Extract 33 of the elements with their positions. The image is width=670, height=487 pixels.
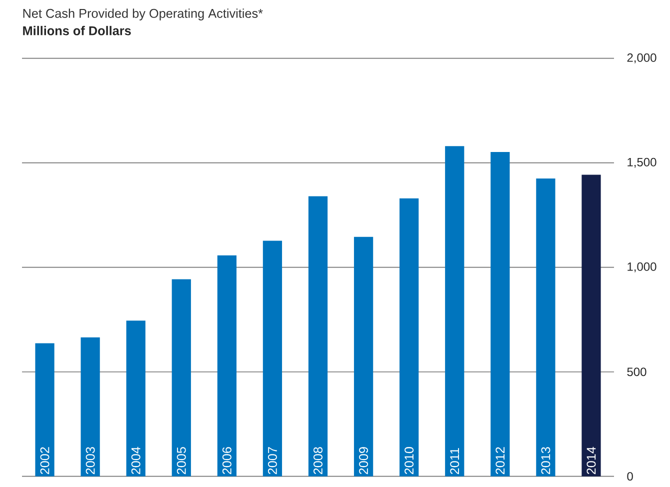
x-tick-label: 2003: [86, 447, 95, 474]
bar: [445, 146, 464, 476]
x-tick-label: 2009: [359, 447, 368, 474]
y-tick-label: 500: [627, 368, 646, 376]
x-tick-label: 2011: [450, 448, 460, 474]
x-tick-label: 2014: [586, 446, 596, 474]
bar: [582, 174, 601, 476]
bar: [536, 178, 556, 476]
bar: [262, 240, 282, 476]
bar: [400, 198, 419, 476]
bar: [490, 152, 510, 476]
y-tick-label: 2,000: [627, 53, 656, 64]
x-tick-label: 2008: [314, 447, 322, 474]
bar: [35, 343, 54, 476]
y-tick-label: 1,500: [628, 158, 656, 168]
chart-title: Net Cash Provided by Operating Activities*: [23, 8, 263, 20]
x-tick-label: 2004: [131, 446, 140, 474]
y-tick-label: 0: [627, 472, 633, 481]
chart-subtitle: Millions of Dollars: [23, 26, 131, 36]
x-tick-label: 2012: [496, 447, 505, 474]
bar: [217, 255, 236, 476]
x-tick-label: 2007: [268, 447, 277, 474]
bar: [354, 236, 374, 476]
bar: [80, 337, 100, 476]
y-tick-label: 1,000: [628, 262, 656, 272]
bar: [172, 279, 191, 476]
x-tick-label: 2002: [40, 447, 50, 474]
x-tick-label: 2005: [176, 447, 186, 474]
x-tick-label: 2013: [541, 447, 550, 474]
x-tick-label: 2006: [222, 447, 232, 474]
bar: [308, 196, 328, 476]
bar: [126, 320, 146, 476]
x-tick-label: 2010: [404, 447, 414, 474]
